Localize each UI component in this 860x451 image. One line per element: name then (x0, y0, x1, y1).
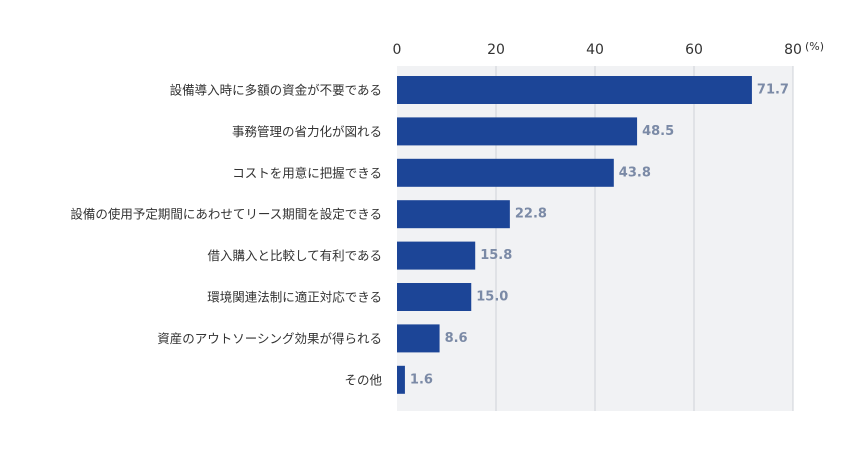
bar (397, 365, 405, 394)
bars (397, 76, 752, 394)
category-label: 環境関連法制に適正対応できる (207, 290, 382, 305)
x-tick-label: 0 (393, 42, 402, 58)
category-label: コストを用意に把握できる (232, 165, 382, 180)
category-label: 資産のアウトソーシング効果が得られる (157, 331, 382, 346)
category-label: その他 (344, 372, 382, 387)
category-label: 設備導入時に多額の資金が不要である (170, 83, 382, 98)
x-tick-label: 60 (685, 42, 703, 58)
x-tick-label: 80 (784, 42, 802, 58)
value-label: 22.8 (515, 207, 547, 222)
x-axis-unit: (%) (805, 40, 824, 53)
bar (397, 241, 476, 270)
value-label: 71.7 (757, 83, 789, 98)
value-label: 1.6 (410, 372, 433, 387)
category-label: 設備の使用予定期間にあわせてリース期間を設定できる (70, 207, 382, 222)
x-tick-label: 20 (487, 42, 505, 58)
category-label: 事務管理の省力化が図れる (232, 124, 382, 139)
value-labels: 71.7 48.5 43.8 22.8 15.8 15.0 8.6 1.6 (410, 83, 789, 388)
value-label: 15.8 (480, 248, 512, 263)
bar (397, 283, 472, 311)
value-label: 15.0 (476, 290, 508, 305)
value-label: 48.5 (642, 124, 674, 139)
value-label: 43.8 (619, 165, 651, 180)
bar (397, 117, 638, 146)
x-axis-ticks: 0 20 40 60 80 (393, 42, 802, 58)
bar (397, 200, 510, 229)
category-labels: 設備導入時に多額の資金が不要である事務管理の省力化が図れるコストを用意に把握でき… (70, 83, 382, 388)
bar (397, 324, 440, 353)
bar (397, 158, 614, 187)
bar (397, 76, 752, 104)
x-tick-label: 40 (586, 42, 604, 58)
value-label: 8.6 (445, 331, 468, 346)
category-label: 借入購入と比較して有利である (207, 248, 382, 263)
